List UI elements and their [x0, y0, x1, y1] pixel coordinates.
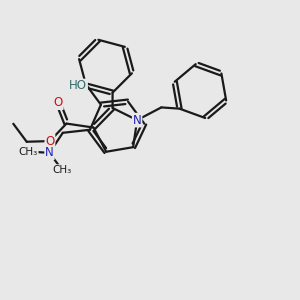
Text: N: N — [133, 114, 142, 127]
Text: O: O — [53, 96, 63, 109]
Text: CH₃: CH₃ — [52, 165, 72, 175]
Text: N: N — [45, 146, 54, 159]
Text: O: O — [45, 135, 55, 148]
Text: HO: HO — [69, 80, 87, 92]
Text: CH₃: CH₃ — [19, 146, 38, 157]
